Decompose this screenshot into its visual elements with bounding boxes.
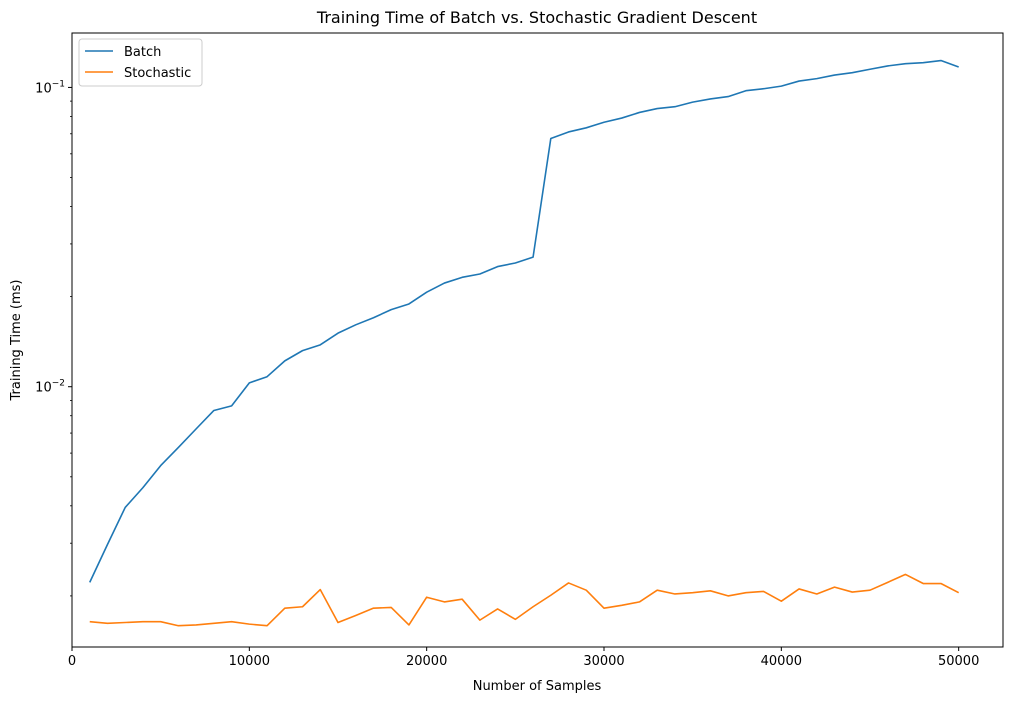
plot-frame: [71, 32, 1004, 648]
legend-label-stochastic: Stochastic: [124, 66, 191, 81]
x-tick-label: 40000: [761, 654, 802, 669]
chart-title: Training Time of Batch vs. Stochastic Gr…: [316, 8, 757, 27]
y-tick-label: 10−1: [35, 79, 65, 96]
x-tick-label: 20000: [406, 654, 447, 669]
x-tick-label: 0: [68, 654, 76, 669]
x-tick-label: 30000: [583, 654, 624, 669]
y-axis: 10−2 10−1: [35, 79, 72, 597]
x-tick-label: 50000: [938, 654, 979, 669]
plot-area: [89, 59, 960, 627]
y-axis-label: Training Time (ms): [9, 280, 24, 402]
y-tick-label: 10−2: [35, 379, 65, 396]
x-tick-label: 10000: [229, 654, 270, 669]
series-line-stochastic: [89, 573, 960, 627]
legend-label-batch: Batch: [124, 45, 161, 60]
legend: Batch Stochastic: [78, 38, 203, 87]
x-axis-label: Number of Samples: [473, 679, 602, 694]
x-axis: 0 10000 20000 30000 40000 50000: [68, 647, 979, 669]
series-line-batch: [89, 59, 959, 583]
